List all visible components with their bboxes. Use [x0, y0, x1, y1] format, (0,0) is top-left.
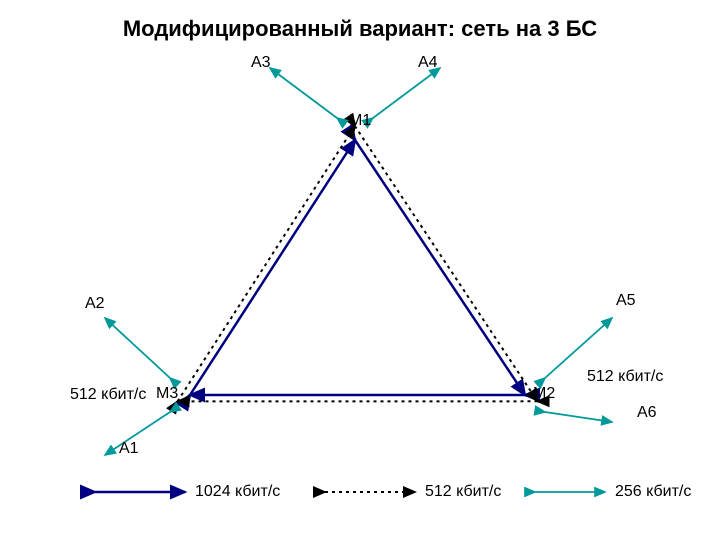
antenna-a3-label: А3 — [251, 54, 271, 72]
vertex-m2-label: М2 — [533, 385, 555, 403]
rate-right: 512 кбит/с — [587, 368, 663, 386]
antenna-a6-label: А6 — [637, 404, 657, 422]
diagram-canvas — [0, 0, 720, 540]
antenna-a2-label: А2 — [85, 295, 105, 313]
vertex-m3-label: М3 — [156, 385, 178, 403]
legend-label-2: 256 кбит/с — [615, 483, 691, 501]
antenna-a5-label: А5 — [616, 292, 636, 310]
vertex-m1-label: М1 — [349, 112, 371, 130]
antenna-a4-label: А4 — [418, 54, 438, 72]
legend-label-1: 512 кбит/с — [425, 483, 501, 501]
antenna-a1-label: А1 — [119, 440, 139, 458]
rate-left: 512 кбит/с — [70, 386, 146, 404]
legend-label-0: 1024 кбит/с — [195, 483, 280, 501]
